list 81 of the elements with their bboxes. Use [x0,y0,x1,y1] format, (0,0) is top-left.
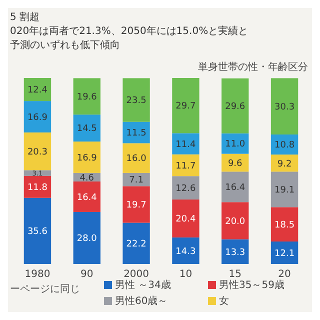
bar [122,122,150,144]
data-label: 16.0 [126,154,147,164]
legend-label: 女 [219,295,229,307]
bar [222,172,249,202]
x-tick-label: 10 [179,269,192,280]
data-label: 30.3 [274,102,295,112]
data-label: 14.5 [76,124,97,134]
bar [122,78,150,122]
bar [172,176,200,200]
data-label: 11.0 [225,140,246,150]
data-label: 19.6 [76,92,98,103]
data-label: 16.4 [225,183,246,194]
data-label: 12.1 [274,248,295,259]
x-tick-label: 20 [278,269,291,280]
data-label: 19.1 [274,186,295,196]
bar [172,78,200,134]
bar [172,237,200,264]
data-label: 16.9 [27,112,48,123]
bar [122,143,150,173]
data-label: 16.9 [76,153,98,164]
data-label: 20.0 [225,216,246,227]
bar [222,239,249,264]
legend-label: 男性 ～34歳 [115,279,171,291]
x-tick-label: 15 [228,269,242,280]
bar [172,133,200,154]
bar [73,78,100,115]
bar [222,133,249,154]
bar [172,200,200,238]
x-tick-label: 1980 [24,269,50,280]
data-label: 19.7 [126,200,146,211]
text: 予測のいずれも低下傾向 [10,39,120,51]
bar [172,154,200,176]
bar [122,186,150,223]
data-label: 14.3 [176,246,196,257]
data-label: 9.2 [277,159,292,170]
bar [222,78,249,134]
data-label: 11.4 [176,140,196,150]
bar [73,142,100,173]
data-label: 29.7 [176,102,196,112]
bar [24,198,52,264]
data-label: 11.8 [27,183,48,194]
data-label: 28.0 [76,234,98,244]
data-label: 18.5 [274,220,295,230]
bar [270,78,298,134]
data-label: 13.3 [225,248,246,258]
data-label: 10.8 [274,140,295,151]
data-label: 7.1 [129,176,144,186]
bar [24,176,52,198]
data-label: 9.6 [228,158,243,169]
bar [24,101,52,132]
data-label: 11.7 [176,161,196,172]
data-label: 35.6 [27,227,48,238]
x-tick-label: 90 [80,269,94,280]
bar [270,207,298,242]
data-label: 20.3 [27,147,48,158]
legend-label: 男性60歳～ [115,295,168,307]
bar [73,182,100,212]
bar [24,78,52,102]
data-label: 20.4 [176,214,196,225]
data-label: 4.6 [80,173,94,184]
bar [270,172,298,208]
data-label: 12.4 [27,86,48,96]
bar [222,202,249,240]
text: 020年は両者で21.3%、2050年には15.0%と実績と [10,25,248,37]
legend-label: 男性35～59歳 [219,279,284,291]
chart-title: 単身世帯の性・年齢区分 [198,61,308,73]
data-label: 23.5 [126,96,146,106]
bar [24,132,52,170]
text: ーページに同じ [10,284,80,295]
bar [122,222,150,264]
data-label: 22.2 [126,240,146,250]
data-label: 11.5 [126,128,146,139]
bar [73,212,100,264]
x-tick-label: 2000 [124,269,150,280]
data-label: 29.6 [225,102,246,112]
data-label: 16.4 [76,192,98,203]
bar [73,114,100,142]
data-label: 12.6 [176,184,196,194]
text: 5 割超 [10,11,40,23]
bar [270,242,298,264]
bar [122,172,150,186]
